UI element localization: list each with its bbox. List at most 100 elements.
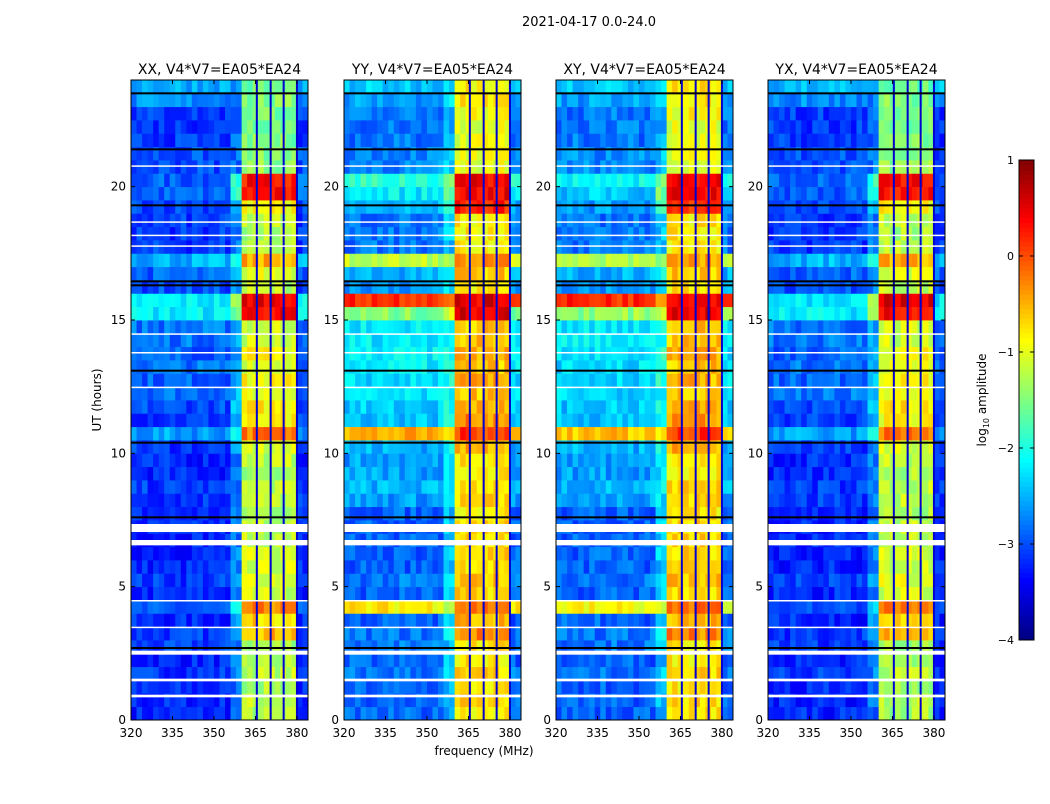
heatmap-cell <box>600 360 606 374</box>
heatmap-cell <box>231 587 237 601</box>
heatmap-cell <box>661 93 667 107</box>
heatmap-cell <box>208 373 214 387</box>
heatmap-cell <box>589 133 595 147</box>
heatmap-cell <box>399 653 405 667</box>
heatmap-cell <box>611 133 617 147</box>
y-tick-label: 0 <box>543 713 551 727</box>
heatmap-cell <box>689 653 695 667</box>
heatmap-cell <box>477 413 483 427</box>
heatmap-cell <box>683 347 689 361</box>
heatmap-cell <box>823 680 829 694</box>
heatmap-cell <box>394 493 400 507</box>
heatmap-cell <box>286 320 292 334</box>
heatmap-cell <box>208 453 214 467</box>
heatmap-cell <box>438 680 444 694</box>
heatmap-cell <box>208 120 214 134</box>
heatmap-cell <box>567 120 573 134</box>
heatmap-cell <box>595 347 601 361</box>
heatmap-cell <box>159 467 165 481</box>
heatmap-cell <box>350 547 356 561</box>
heatmap-cell <box>650 387 656 401</box>
flagged-row <box>556 221 733 223</box>
heatmap-cell <box>444 427 450 441</box>
black-line <box>556 516 733 518</box>
heatmap-cell <box>562 160 568 174</box>
heatmap-cell <box>611 600 617 614</box>
heatmap-cell <box>405 600 411 614</box>
heatmap-cell <box>192 600 198 614</box>
heatmap-cell <box>350 80 356 94</box>
heatmap-cell <box>562 387 568 401</box>
heatmap-cell <box>622 227 628 241</box>
heatmap-cell <box>264 600 270 614</box>
heatmap-cell <box>399 373 405 387</box>
heatmap-cell <box>225 453 231 467</box>
heatmap-cell <box>633 600 639 614</box>
heatmap-cell <box>361 680 367 694</box>
heatmap-cell <box>148 453 154 467</box>
heatmap-cell <box>181 360 187 374</box>
heatmap-cell <box>562 480 568 494</box>
heatmap-cell <box>236 427 242 441</box>
heatmap-cell <box>192 93 198 107</box>
heatmap-cell <box>683 507 689 521</box>
heatmap-cell <box>208 547 214 561</box>
heatmap-cell <box>377 347 383 361</box>
heatmap-cell <box>578 613 584 627</box>
heatmap-cell <box>667 160 673 174</box>
heatmap-cell <box>197 120 203 134</box>
heatmap-cell <box>455 560 461 574</box>
heatmap-cell <box>142 200 148 214</box>
heatmap-cell <box>444 600 450 614</box>
heatmap-cell <box>197 107 203 121</box>
heatmap-cell <box>383 333 389 347</box>
heatmap-cell <box>181 560 187 574</box>
heatmap-cell <box>355 453 361 467</box>
heatmap-cell <box>606 427 612 441</box>
heatmap-cell <box>137 653 143 667</box>
heatmap-cell <box>639 160 645 174</box>
heatmap-cell <box>355 600 361 614</box>
heatmap-cell <box>584 160 590 174</box>
heatmap-cell <box>556 267 562 281</box>
heatmap-cell <box>567 187 573 201</box>
heatmap-cell <box>220 373 226 387</box>
heatmap-cell <box>661 627 667 641</box>
heatmap-cell <box>488 347 494 361</box>
heatmap-cell <box>562 253 568 267</box>
heatmap-cell <box>344 187 350 201</box>
heatmap-cell <box>449 107 455 121</box>
heatmap-cell <box>455 667 461 681</box>
heatmap-cell <box>181 507 187 521</box>
heatmap-cell <box>350 360 356 374</box>
heatmap-cell <box>372 360 378 374</box>
heatmap-cell <box>148 613 154 627</box>
heatmap-cell <box>214 573 220 587</box>
heatmap-cell <box>286 373 292 387</box>
heatmap-cell <box>562 213 568 227</box>
heatmap-cell <box>901 680 907 694</box>
heatmap-cell <box>840 667 846 681</box>
heatmap-cell <box>700 173 706 187</box>
heatmap-cell <box>427 120 433 134</box>
heatmap-cell <box>667 80 673 94</box>
heatmap-cell <box>153 400 159 414</box>
heatmap-cell <box>153 320 159 334</box>
heatmap-cell <box>567 360 573 374</box>
heatmap-cell <box>427 333 433 347</box>
heatmap-cell <box>377 413 383 427</box>
heatmap-cell <box>683 267 689 281</box>
heatmap-cell <box>611 453 617 467</box>
heatmap-cell <box>394 480 400 494</box>
heatmap-cell <box>650 653 656 667</box>
heatmap-cell <box>142 627 148 641</box>
heatmap-cell <box>405 347 411 361</box>
heatmap-cell <box>433 347 439 361</box>
heatmap-cell <box>410 627 416 641</box>
heatmap-cell <box>159 213 165 227</box>
heatmap-cell <box>410 453 416 467</box>
heatmap-cell <box>661 667 667 681</box>
heatmap-cell <box>611 613 617 627</box>
heatmap-cell <box>225 653 231 667</box>
black-line <box>131 442 308 444</box>
